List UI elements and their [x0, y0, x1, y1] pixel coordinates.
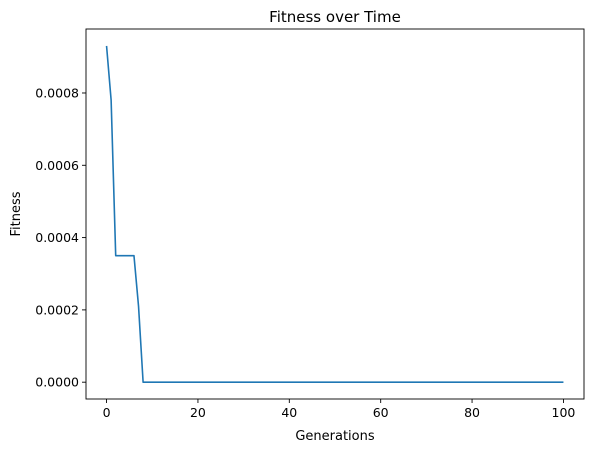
x-tick-label: 0 — [103, 405, 111, 420]
x-tick-label: 20 — [190, 405, 206, 420]
x-tick-label: 100 — [552, 405, 576, 420]
y-tick-label: 0.0002 — [35, 302, 79, 317]
plot-frame — [85, 28, 585, 400]
y-tick-label: 0.0006 — [35, 158, 79, 173]
y-tick-label: 0.0008 — [35, 85, 79, 100]
y-axis-title: Fitness — [9, 191, 24, 236]
y-tick-label: 0.0000 — [35, 375, 79, 390]
y-tick-label: 0.0004 — [35, 230, 79, 245]
chart-title: Fitness over Time — [269, 8, 401, 26]
x-axis-title: Generations — [295, 429, 375, 444]
series-line-0 — [105, 45, 564, 383]
x-tick-label: 40 — [281, 405, 297, 420]
y-axis-ticks: 0.0000 0.0002 0.0004 0.0006 0.0008 — [35, 85, 86, 390]
series-layer — [105, 45, 564, 383]
plot-area — [86, 29, 584, 399]
x-axis-ticks: 0 20 40 60 80 100 — [103, 399, 576, 420]
x-tick-label: 60 — [373, 405, 389, 420]
x-tick-label: 80 — [464, 405, 480, 420]
